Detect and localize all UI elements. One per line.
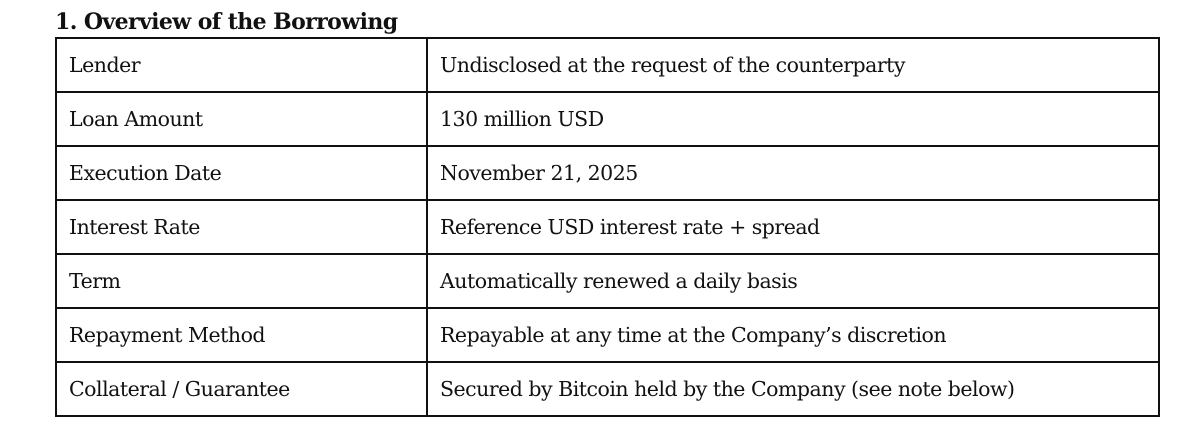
table-row: Loan Amount 130 million USD	[55, 91, 1160, 147]
row-value: Repayable at any time at the Company’s d…	[426, 307, 1160, 363]
row-value: Undisclosed at the request of the counte…	[426, 37, 1160, 93]
section-title: 1. Overview of the Borrowing	[55, 9, 398, 35]
row-label: Execution Date	[55, 145, 428, 201]
row-value: Reference USD interest rate + spread	[426, 199, 1160, 255]
table-row: Term Automatically renewed a daily basis	[55, 253, 1160, 309]
row-value: Automatically renewed a daily basis	[426, 253, 1160, 309]
row-value: Secured by Bitcoin held by the Company (…	[426, 361, 1160, 417]
table-row: Interest Rate Reference USD interest rate…	[55, 199, 1160, 255]
borrowing-overview-table: Lender Undisclosed at the request of the …	[55, 37, 1160, 417]
row-label: Interest Rate	[55, 199, 428, 255]
row-label: Lender	[55, 37, 428, 93]
row-value: November 21, 2025	[426, 145, 1160, 201]
row-label: Collateral / Guarantee	[55, 361, 428, 417]
row-value: 130 million USD	[426, 91, 1160, 147]
table-row: Execution Date November 21, 2025	[55, 145, 1160, 201]
row-label: Repayment Method	[55, 307, 428, 363]
table-row: Repayment Method Repayable at any time at…	[55, 307, 1160, 363]
row-label: Term	[55, 253, 428, 309]
table-row: Collateral / Guarantee Secured by Bitcoin…	[55, 361, 1160, 417]
row-label: Loan Amount	[55, 91, 428, 147]
table-row: Lender Undisclosed at the request of the …	[55, 37, 1160, 93]
